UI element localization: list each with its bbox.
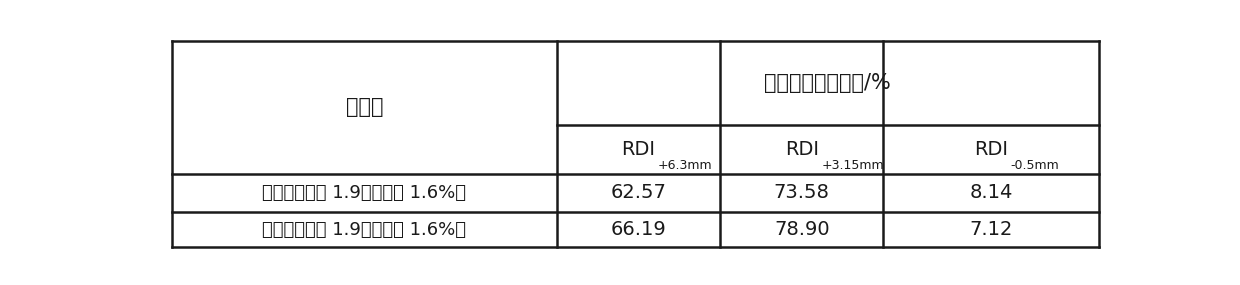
Text: 7.12: 7.12 [970, 220, 1013, 239]
Text: +6.3mm: +6.3mm [658, 159, 713, 172]
Text: RDI: RDI [975, 140, 1008, 159]
Text: 78.90: 78.90 [774, 220, 830, 239]
Text: 实施例（硨度 1.9，氧化镁 1.6%）: 实施例（硨度 1.9，氧化镁 1.6%） [263, 221, 466, 239]
Text: 73.58: 73.58 [774, 183, 830, 202]
Text: 对比例（硨度 1.9，氧化镁 1.6%）: 对比例（硨度 1.9，氧化镁 1.6%） [263, 184, 466, 202]
Text: -0.5mm: -0.5mm [1011, 159, 1059, 172]
Text: 62.57: 62.57 [610, 183, 666, 202]
Text: 低温还原粉化指标/%: 低温还原粉化指标/% [764, 73, 892, 93]
Text: +3.15mm: +3.15mm [821, 159, 884, 172]
Text: 8.14: 8.14 [970, 183, 1013, 202]
Text: 66.19: 66.19 [610, 220, 666, 239]
Text: RDI: RDI [621, 140, 656, 159]
Text: RDI: RDI [785, 140, 818, 159]
Text: 烧结矿: 烧结矿 [346, 97, 383, 117]
